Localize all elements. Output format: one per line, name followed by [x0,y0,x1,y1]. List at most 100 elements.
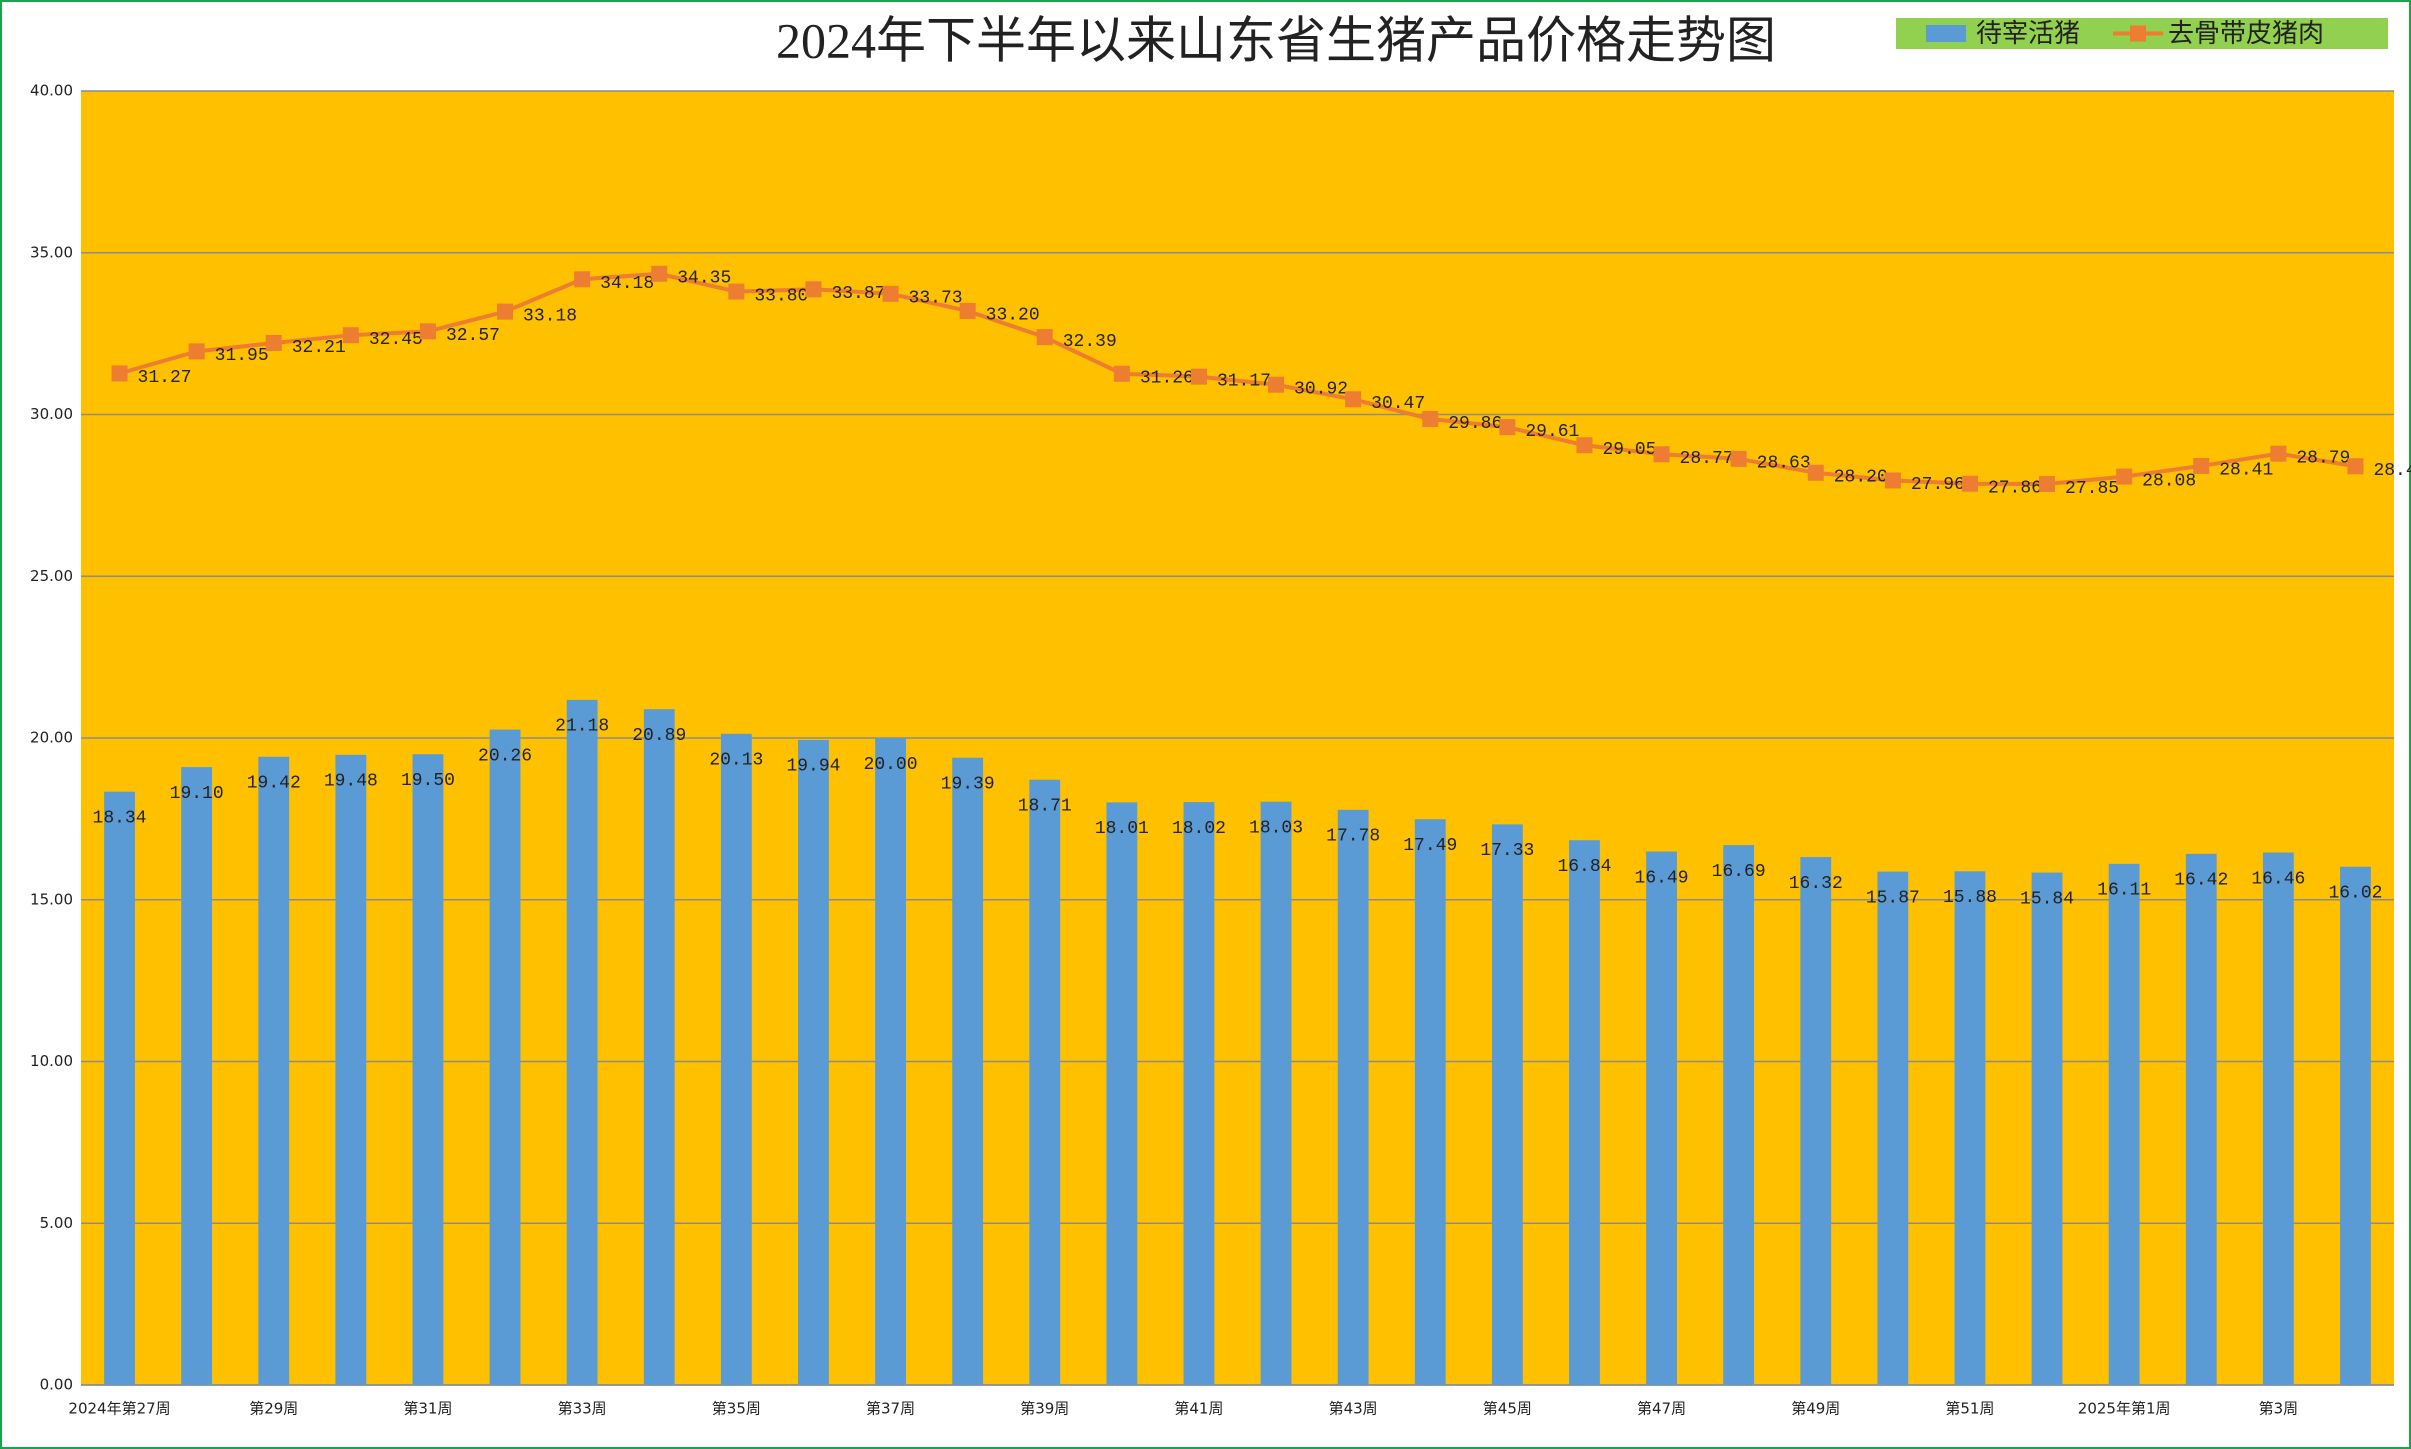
bar [104,791,135,1385]
bar-value-label: 18.03 [1249,818,1303,838]
bar [1723,845,1755,1385]
line-value-label: 31.95 [215,346,269,366]
bar [643,709,675,1385]
bar [2108,863,2140,1385]
bar-value-label: 17.78 [1326,827,1380,847]
marker [497,303,514,320]
line-value-label: 30.47 [1371,394,1425,414]
line-value-label: 28.20 [1834,467,1888,487]
bar [258,756,290,1385]
line-value-label: 28.40 [2373,461,2411,481]
bar-value-label: 19.48 [324,772,378,792]
line-value-label: 32.39 [1063,332,1117,352]
line-value-label: 34.18 [600,274,654,294]
bar [1106,802,1138,1385]
bar [720,733,752,1385]
marker [651,265,668,282]
line-value-label: 29.61 [1525,422,1579,442]
bar-value-label: 18.01 [1095,819,1149,839]
x-tick-label: 第31周 [403,1400,452,1418]
line-value-label: 31.17 [1217,371,1271,391]
bar-value-label: 16.84 [1557,857,1611,877]
line-value-label: 28.77 [1680,449,1734,469]
bar-value-label: 19.94 [786,757,840,777]
bar [1954,871,1986,1385]
bar-value-label: 17.49 [1403,836,1457,856]
marker [1036,329,1053,346]
bar-value-label: 17.33 [1480,841,1534,861]
bar [1491,824,1523,1385]
bar [1414,819,1446,1385]
marker [1653,446,1670,463]
bar [335,754,367,1385]
x-tick-label: 第47周 [1637,1400,1686,1418]
bar [1877,871,1909,1385]
line-value-label: 33.18 [523,306,577,326]
bar-value-label: 20.26 [478,746,532,766]
marker [728,283,745,300]
marker [959,302,976,319]
bar-value-label: 16.49 [1635,868,1689,888]
bar [1646,851,1677,1385]
legend-label: 去骨带皮猪肉 [2168,19,2324,49]
marker [2116,468,2133,485]
legend-marker [2130,25,2147,42]
line-value-label: 32.21 [292,338,346,358]
line-value-label: 31.27 [138,368,192,388]
bar-value-label: 19.50 [401,771,455,791]
x-tick-label: 第43周 [1329,1400,1378,1418]
x-tick-label: 第35周 [712,1400,761,1418]
bar [489,729,521,1385]
bar [566,699,598,1385]
bar [181,767,213,1385]
marker [1961,475,1978,492]
line-value-label: 30.92 [1294,379,1348,399]
bar [2185,853,2217,1385]
y-tick-label: 30.00 [30,405,73,423]
bar [1183,802,1215,1385]
bar [1029,779,1061,1385]
bar [875,738,906,1385]
x-tick-label: 2025年第1周 [2078,1400,2171,1418]
marker [2347,458,2364,475]
bar-value-label: 20.13 [709,751,763,771]
bar [2262,852,2294,1385]
x-tick-label: 第41周 [1174,1400,1223,1418]
line [119,271,2356,487]
marker [574,271,591,288]
line-value-label: 33.20 [986,306,1040,326]
bar-value-label: 16.11 [2097,881,2151,901]
chart-title: 2024年下半年以来山东省生猪产品价格走势图 [776,12,1776,68]
y-tick-label: 15.00 [30,890,73,908]
bar [412,754,444,1385]
bar-value-label: 19.42 [247,774,301,794]
bar [798,739,829,1385]
x-tick-label: 第45周 [1483,1400,1532,1418]
y-tick-label: 25.00 [30,567,73,585]
bar-value-label: 15.87 [1866,888,1920,908]
y-tick-label: 40.00 [30,82,73,100]
y-tick-label: 10.00 [30,1052,73,1070]
marker [1190,368,1207,385]
marker [1268,376,1285,393]
line-value-label: 33.73 [909,289,963,309]
line-value-label: 29.05 [1602,440,1656,460]
legend-swatch [1926,25,1966,42]
x-tick-label: 第39周 [1020,1400,1069,1418]
marker [1884,472,1901,489]
bar [2340,866,2371,1385]
marker [2270,445,2287,462]
bar-value-label: 18.34 [93,808,147,828]
marker [1499,419,1516,436]
marker [1576,437,1593,454]
y-tick-label: 5.00 [40,1214,73,1232]
x-tick-label: 2024年第27周 [68,1400,170,1418]
bar-value-label: 19.10 [170,784,224,804]
marker [1807,464,1824,481]
line-value-label: 34.35 [677,269,731,289]
bar-value-label: 18.02 [1172,819,1226,839]
bar [1337,809,1369,1385]
bar-value-label: 16.32 [1789,874,1843,894]
marker [1345,391,1362,408]
